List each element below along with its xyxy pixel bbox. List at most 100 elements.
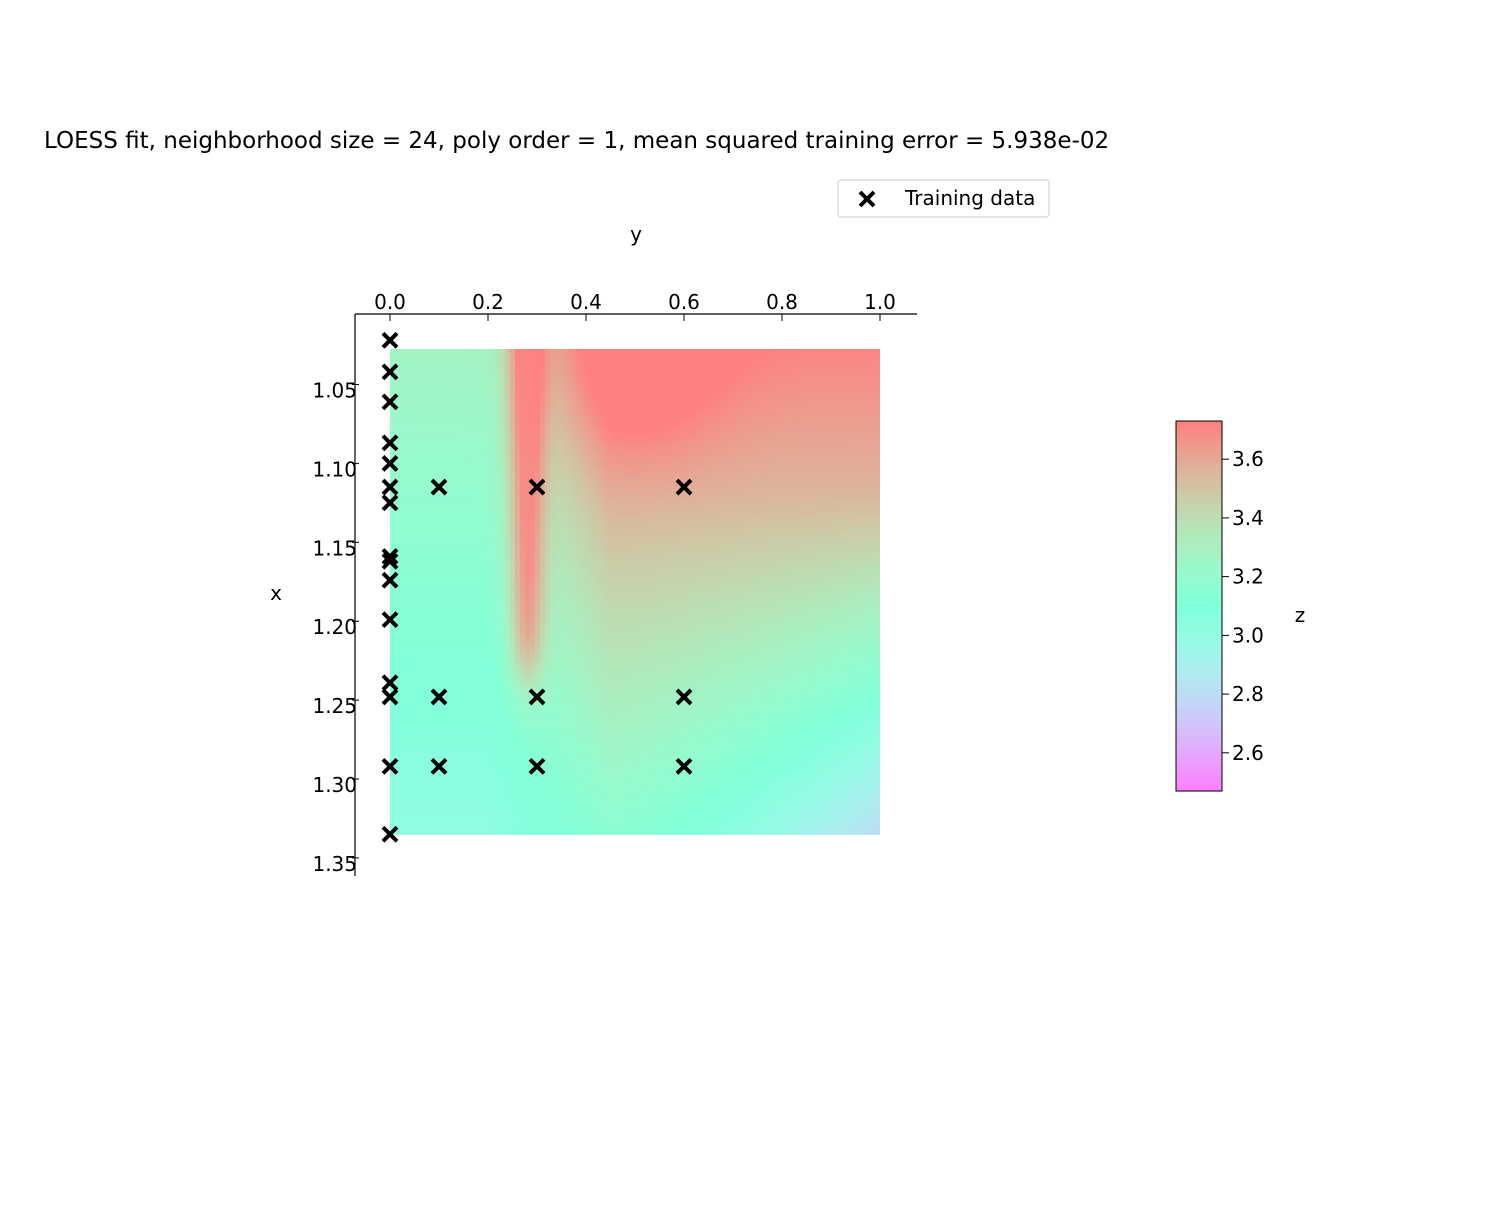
heatmap-cell bbox=[725, 536, 731, 543]
heatmap-cell bbox=[735, 506, 741, 513]
heatmap-cell bbox=[735, 471, 741, 477]
heatmap-cell bbox=[455, 355, 461, 362]
heatmap-cell bbox=[560, 546, 566, 553]
heatmap-cell bbox=[635, 491, 641, 498]
heatmap-cell bbox=[605, 572, 611, 578]
heatmap-cell bbox=[685, 425, 691, 432]
heatmap-cell bbox=[510, 441, 516, 447]
heatmap-cell bbox=[670, 410, 676, 417]
heatmap-cell bbox=[755, 415, 761, 422]
heatmap-cell bbox=[670, 441, 676, 447]
heatmap-cell bbox=[540, 562, 546, 568]
heatmap-cell bbox=[840, 562, 846, 568]
heatmap-cell bbox=[855, 521, 861, 528]
heatmap-cell bbox=[495, 516, 501, 523]
heatmap-cell bbox=[555, 425, 561, 432]
heatmap-cell bbox=[565, 521, 571, 528]
heatmap-cell bbox=[855, 380, 861, 387]
heatmap-cell bbox=[775, 385, 781, 392]
heatmap-cell bbox=[570, 481, 576, 488]
heatmap-cell bbox=[700, 410, 706, 417]
heatmap-cell bbox=[850, 350, 856, 357]
heatmap-cell bbox=[550, 476, 556, 483]
heatmap-cell bbox=[790, 461, 796, 467]
heatmap-cell bbox=[600, 511, 606, 518]
heatmap-cell bbox=[660, 410, 666, 417]
heatmap-cell bbox=[470, 425, 476, 432]
heatmap-cell bbox=[745, 431, 751, 437]
heatmap-cell bbox=[455, 562, 461, 568]
heatmap-cell bbox=[680, 541, 686, 548]
heatmap-cell bbox=[855, 349, 861, 351]
heatmap-cell bbox=[630, 441, 636, 447]
heatmap-cell bbox=[440, 471, 446, 477]
heatmap-cell bbox=[550, 592, 556, 598]
heatmap-cell bbox=[485, 496, 491, 503]
heatmap-cell bbox=[695, 375, 701, 382]
heatmap-cell bbox=[745, 405, 751, 412]
heatmap-cell bbox=[610, 551, 616, 558]
heatmap-cell bbox=[680, 471, 686, 477]
heatmap-cell bbox=[545, 420, 551, 427]
heatmap-cell bbox=[520, 436, 526, 442]
heatmap-cell bbox=[820, 446, 826, 452]
heatmap-cell bbox=[600, 451, 606, 457]
heatmap-cell bbox=[565, 471, 571, 477]
heatmap-cell bbox=[760, 582, 766, 588]
heatmap-cell bbox=[740, 551, 746, 558]
heatmap-cell bbox=[565, 456, 571, 462]
heatmap-cell bbox=[530, 562, 536, 568]
heatmap-cell bbox=[470, 340, 476, 346]
heatmap-cell bbox=[480, 592, 486, 598]
heatmap-cell bbox=[785, 340, 791, 346]
heatmap-cell bbox=[405, 466, 411, 472]
heatmap-cell bbox=[445, 375, 451, 382]
heatmap-cell bbox=[550, 506, 556, 513]
heatmap-cell bbox=[620, 572, 626, 578]
heatmap-cell bbox=[750, 349, 756, 351]
heatmap-cell bbox=[575, 562, 581, 568]
heatmap-cell bbox=[730, 551, 736, 558]
heatmap-cell bbox=[525, 526, 531, 533]
heatmap-cell bbox=[635, 375, 641, 382]
heatmap-cell bbox=[830, 446, 836, 452]
heatmap-cell bbox=[545, 521, 551, 528]
heatmap-cell bbox=[480, 349, 486, 351]
heatmap-cell bbox=[775, 536, 781, 543]
heatmap-cell bbox=[500, 521, 506, 528]
heatmap-cell bbox=[560, 431, 566, 437]
heatmap-cell bbox=[705, 441, 711, 447]
heatmap-cell bbox=[875, 415, 880, 422]
heatmap-cell bbox=[605, 420, 611, 427]
heatmap-cell bbox=[695, 425, 701, 432]
heatmap-cell bbox=[415, 486, 421, 493]
heatmap-cell bbox=[605, 531, 611, 538]
heatmap-cell bbox=[695, 410, 701, 417]
heatmap-cell bbox=[710, 496, 716, 503]
heatmap-cell bbox=[640, 546, 646, 553]
heatmap-cell bbox=[740, 410, 746, 417]
heatmap-cell bbox=[530, 526, 536, 533]
heatmap-cell bbox=[400, 355, 406, 362]
heatmap-cell bbox=[505, 365, 511, 372]
heatmap-cell bbox=[500, 436, 506, 442]
heatmap-cell bbox=[430, 451, 436, 457]
heatmap-cell bbox=[420, 395, 426, 402]
heatmap-cell bbox=[860, 551, 866, 558]
heatmap-cell bbox=[775, 349, 781, 351]
heatmap-cell bbox=[825, 380, 831, 387]
heatmap-cell bbox=[615, 395, 621, 402]
heatmap-cell bbox=[595, 385, 601, 392]
heatmap-cell bbox=[420, 461, 426, 467]
heatmap-cell bbox=[560, 491, 566, 498]
heatmap-cell bbox=[490, 567, 496, 573]
heatmap-cell bbox=[540, 587, 546, 593]
heatmap-cell bbox=[815, 355, 821, 362]
heatmap-cell bbox=[745, 420, 751, 427]
heatmap-cell bbox=[445, 491, 451, 498]
heatmap-cell bbox=[845, 350, 851, 357]
heatmap-cell bbox=[745, 521, 751, 528]
heatmap-cell bbox=[830, 385, 836, 392]
heatmap-cell bbox=[495, 526, 501, 533]
heatmap-cell bbox=[720, 562, 726, 568]
